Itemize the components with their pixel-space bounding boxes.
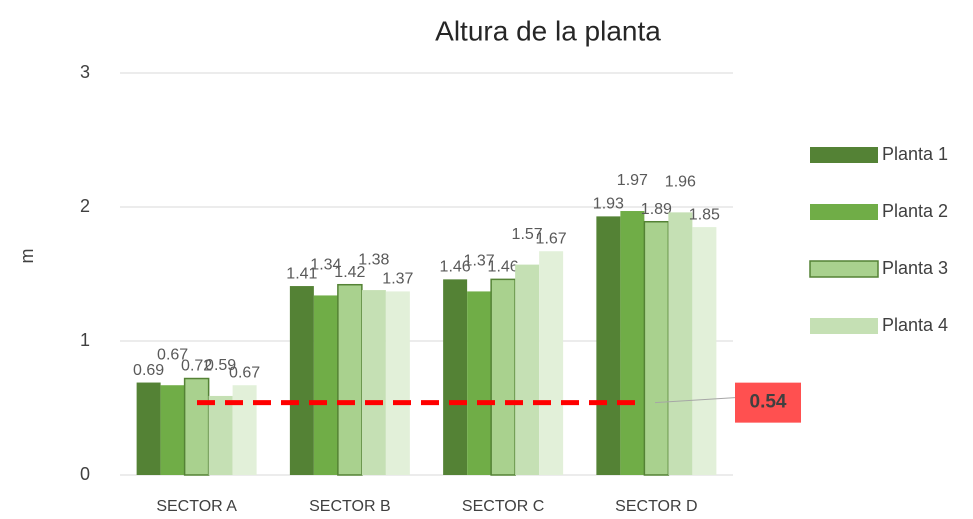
bar (289, 286, 314, 475)
data-label: 1.37 (382, 271, 413, 288)
y-tick-label: 3 (80, 62, 90, 82)
data-label: 1.41 (286, 265, 317, 282)
bar (385, 291, 410, 475)
data-label: 0.59 (205, 357, 236, 374)
y-tick-label: 0 (80, 464, 90, 484)
data-label: 1.57 (512, 226, 543, 243)
legend-label: Planta 1 (882, 144, 948, 164)
bar (160, 385, 185, 475)
data-label: 1.97 (617, 172, 648, 189)
bar (183, 377, 210, 476)
data-label: 1.96 (665, 174, 696, 191)
reference-label: 0.54 (750, 392, 787, 413)
data-label: 1.38 (358, 251, 389, 268)
data-label: 1.42 (334, 264, 365, 281)
legend-label: Planta 4 (882, 315, 948, 335)
data-label: 1.93 (593, 196, 624, 213)
legend-swatch (810, 204, 878, 220)
reference-label-box (735, 382, 801, 423)
legend-swatch (810, 147, 878, 163)
data-label: 1.85 (689, 206, 720, 223)
chart-title: Altura de la planta (435, 15, 661, 46)
bar (620, 211, 645, 475)
bar (539, 251, 564, 475)
bar (643, 220, 670, 476)
data-label: 0.69 (133, 362, 164, 379)
bar (515, 264, 540, 475)
bar (313, 295, 338, 475)
x-tick-label: SECTOR B (309, 498, 391, 515)
bar (443, 279, 468, 475)
bar (490, 278, 516, 476)
bar (596, 216, 621, 475)
legend-label: Planta 3 (882, 258, 948, 278)
bar (208, 395, 233, 475)
bar (668, 212, 693, 476)
legend-swatch (809, 260, 879, 278)
y-tick-label: 1 (80, 330, 90, 350)
legend-label: Planta 2 (882, 201, 948, 221)
y-axis-label: m (17, 249, 37, 264)
data-label: 1.37 (464, 253, 495, 270)
data-label: 1.46 (440, 259, 471, 276)
data-label: 1.67 (536, 230, 567, 247)
data-label: 0.67 (229, 364, 260, 381)
x-tick-label: SECTOR C (462, 498, 544, 515)
legend-swatch (810, 318, 878, 334)
x-tick-label: SECTOR D (615, 498, 697, 515)
bar (337, 283, 363, 476)
bar (467, 291, 492, 475)
x-tick-label: SECTOR A (156, 498, 237, 515)
leader-line (654, 397, 736, 404)
data-label: 1.89 (641, 201, 672, 218)
bar (361, 290, 386, 475)
data-label: 0.67 (157, 346, 188, 363)
y-tick-label: 2 (80, 196, 90, 216)
bar (692, 227, 717, 475)
data-label: 1.34 (310, 257, 341, 274)
data-label: 1.46 (488, 259, 519, 276)
bar (136, 382, 161, 475)
bar (232, 385, 257, 475)
data-label: 0.72 (181, 358, 212, 375)
